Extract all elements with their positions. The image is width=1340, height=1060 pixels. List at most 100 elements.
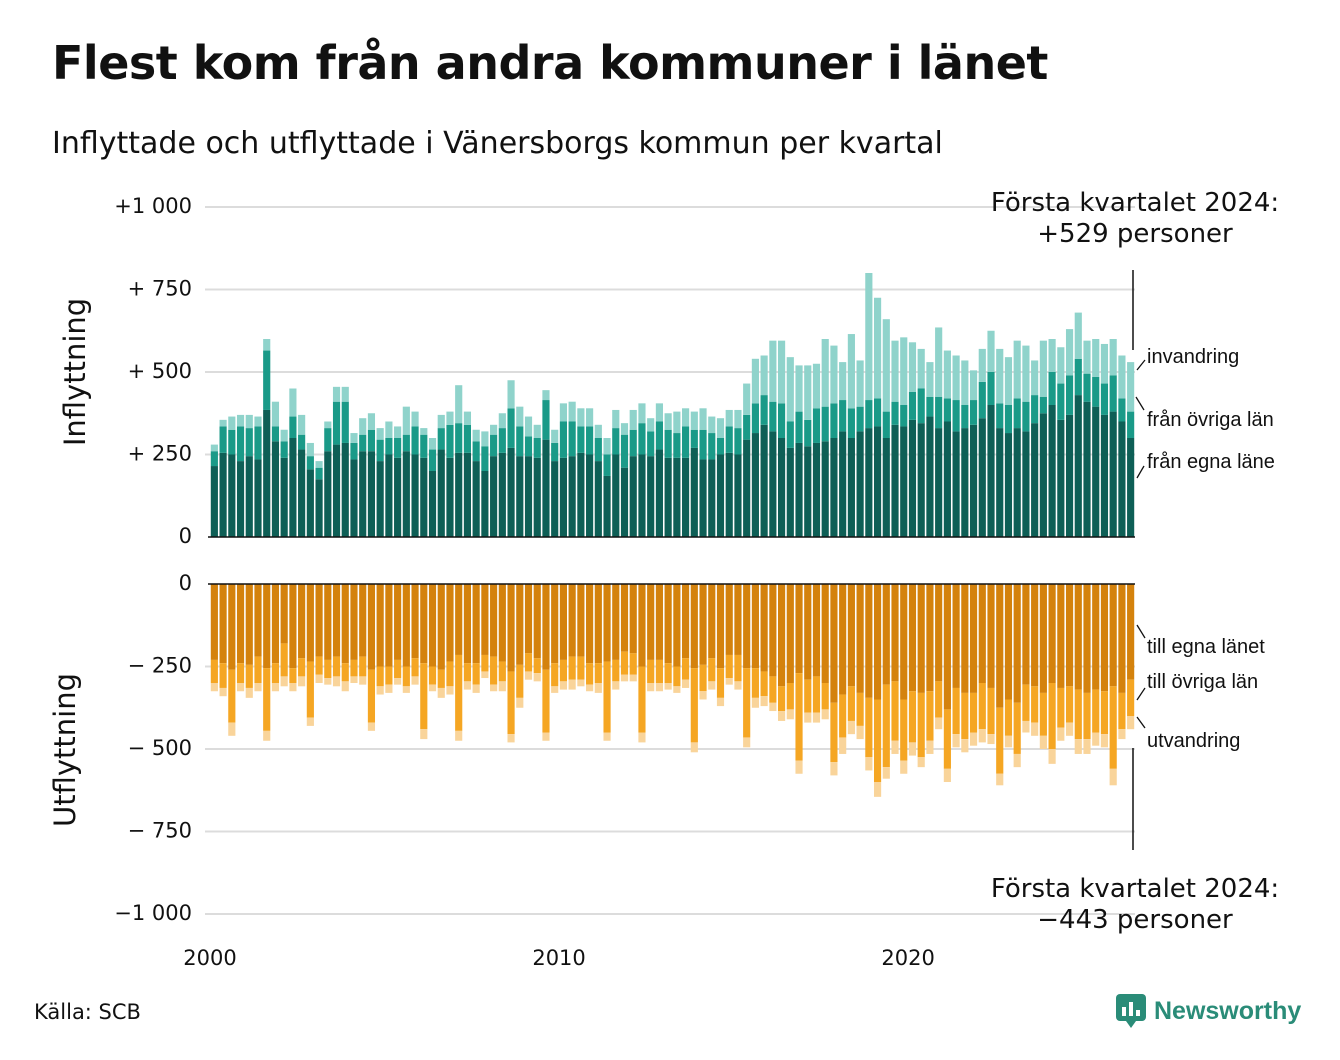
bar-out-2 bbox=[490, 684, 498, 692]
bar-out-2 bbox=[856, 725, 864, 740]
bar-out-1 bbox=[586, 663, 594, 685]
bar-out-2 bbox=[367, 722, 376, 731]
inflyttning-bars bbox=[210, 273, 1135, 537]
bar-out-0 bbox=[760, 584, 768, 672]
bar-out-0 bbox=[455, 584, 463, 655]
bar-in-0 bbox=[847, 438, 855, 537]
bar-in-2 bbox=[551, 429, 559, 443]
bar-in-2 bbox=[254, 416, 262, 427]
bar-out-2 bbox=[769, 702, 777, 712]
bar-in-2 bbox=[751, 358, 759, 404]
bar-in-0 bbox=[751, 433, 759, 537]
bar-in-0 bbox=[236, 461, 245, 537]
bar-in-1 bbox=[891, 401, 899, 425]
bar-in-2 bbox=[236, 414, 245, 427]
bar-out-2 bbox=[978, 729, 986, 743]
bar-in-1 bbox=[612, 428, 620, 455]
bar-out-1 bbox=[682, 658, 690, 680]
bar-in-1 bbox=[629, 429, 637, 457]
bar-in-0 bbox=[298, 449, 306, 537]
bar-in-1 bbox=[647, 431, 655, 457]
bar-in-0 bbox=[1039, 413, 1047, 537]
bar-in-0 bbox=[804, 446, 812, 537]
bar-in-1 bbox=[455, 423, 463, 453]
bar-out-2 bbox=[210, 683, 218, 692]
bar-in-1 bbox=[481, 446, 489, 471]
axes: +1 000 + 750 + 500 + 250 0 0 − 250 − 500 − 750 −1… bbox=[114, 194, 1135, 970]
bar-in-1 bbox=[385, 438, 393, 455]
bar-in-1 bbox=[594, 438, 602, 462]
bar-out-2 bbox=[332, 676, 341, 687]
bar-in-0 bbox=[446, 457, 454, 537]
y-tick-label-out: − 250 bbox=[128, 654, 192, 678]
bar-out-1 bbox=[743, 668, 751, 738]
gridlines bbox=[205, 206, 1135, 915]
bar-in-0 bbox=[385, 454, 393, 537]
bar-out-2 bbox=[952, 734, 960, 748]
bar-in-2 bbox=[1048, 339, 1056, 372]
bar-in-1 bbox=[1031, 395, 1039, 424]
bar-in-0 bbox=[935, 428, 943, 537]
bar-out-2 bbox=[236, 683, 245, 692]
bar-out-1 bbox=[551, 663, 559, 687]
bar-out-1 bbox=[969, 692, 978, 733]
bar-in-0 bbox=[603, 475, 611, 537]
bar-out-2 bbox=[786, 709, 794, 720]
bar-in-1 bbox=[263, 350, 271, 410]
bar-out-2 bbox=[900, 760, 908, 774]
bar-in-2 bbox=[786, 357, 794, 422]
bar-out-1 bbox=[498, 661, 506, 682]
brand-logo[interactable]: Newsworthy bbox=[1116, 994, 1301, 1028]
bar-out-1 bbox=[271, 663, 280, 683]
bar-in-0 bbox=[1057, 419, 1065, 537]
bar-out-2 bbox=[716, 697, 725, 707]
bar-out-2 bbox=[1109, 768, 1117, 786]
bar-in-0 bbox=[402, 451, 410, 537]
bar-in-0 bbox=[812, 442, 821, 537]
bar-out-0 bbox=[856, 584, 864, 693]
bar-in-2 bbox=[542, 390, 550, 401]
bar-out-1 bbox=[324, 659, 332, 679]
bar-out-1 bbox=[516, 664, 524, 698]
bar-in-2 bbox=[629, 409, 637, 430]
bar-in-1 bbox=[210, 451, 218, 467]
bar-in-1 bbox=[603, 454, 611, 476]
bar-out-0 bbox=[664, 584, 672, 664]
bar-in-0 bbox=[952, 431, 960, 537]
bar-out-1 bbox=[411, 658, 419, 677]
bar-in-0 bbox=[629, 456, 637, 537]
bar-in-1 bbox=[298, 434, 306, 450]
bar-out-0 bbox=[359, 584, 367, 657]
bar-in-1 bbox=[804, 419, 812, 447]
bar-out-0 bbox=[873, 584, 882, 700]
bar-out-0 bbox=[865, 584, 873, 698]
bar-out-1 bbox=[542, 669, 550, 733]
bar-out-1 bbox=[490, 656, 498, 685]
bar-out-0 bbox=[961, 584, 969, 693]
bar-out-1 bbox=[1074, 689, 1082, 740]
bar-out-0 bbox=[725, 584, 733, 655]
bar-out-1 bbox=[341, 663, 349, 682]
bar-out-1 bbox=[1065, 686, 1074, 723]
bar-in-1 bbox=[306, 456, 314, 470]
bar-in-1 bbox=[873, 398, 882, 427]
bar-in-1 bbox=[699, 429, 707, 460]
bar-out-0 bbox=[420, 584, 428, 664]
bar-in-2 bbox=[507, 380, 515, 409]
bar-out-1 bbox=[507, 671, 515, 735]
bar-out-2 bbox=[394, 678, 402, 685]
bar-out-1 bbox=[402, 666, 410, 687]
bar-in-2 bbox=[847, 334, 855, 409]
bar-in-1 bbox=[935, 396, 943, 429]
bar-in-0 bbox=[1004, 433, 1013, 537]
bar-in-2 bbox=[428, 438, 437, 450]
bar-out-1 bbox=[603, 661, 611, 733]
bar-in-2 bbox=[586, 408, 594, 427]
bar-in-2 bbox=[900, 337, 908, 405]
bar-out-2 bbox=[376, 686, 384, 695]
bar-in-1 bbox=[524, 436, 533, 457]
bar-out-0 bbox=[577, 584, 585, 657]
bar-out-1 bbox=[359, 656, 367, 677]
bar-in-0 bbox=[359, 451, 367, 537]
bar-in-0 bbox=[367, 451, 376, 537]
